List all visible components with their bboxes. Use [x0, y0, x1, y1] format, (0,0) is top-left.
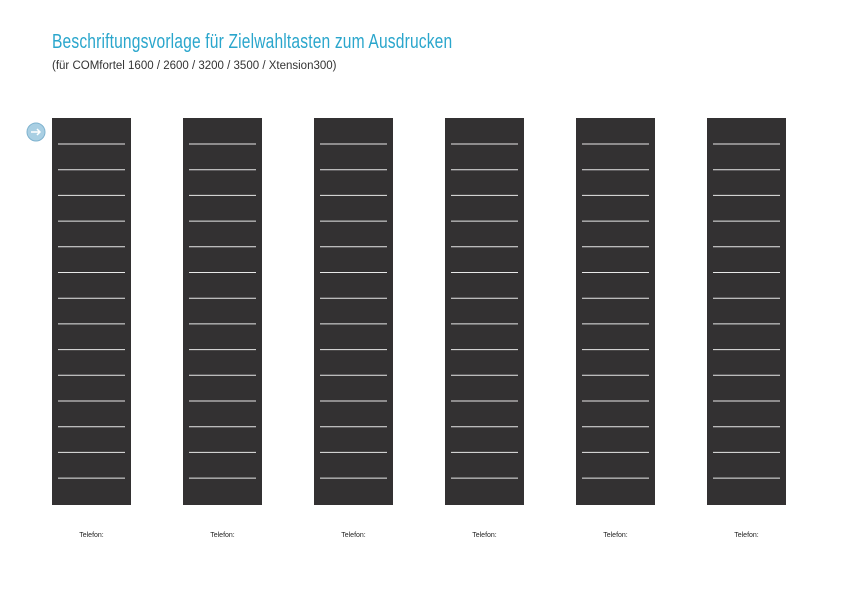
label-strip: Telefon: — [52, 118, 131, 539]
strip-label: Telefon: — [603, 532, 628, 539]
strip-label: Telefon: — [341, 532, 366, 539]
page-title: Beschriftungsvorlage für Zielwahltasten … — [52, 31, 453, 53]
strip-label: Telefon: — [734, 532, 759, 539]
strip-background — [707, 118, 786, 505]
label-strip: Telefon: — [576, 118, 655, 539]
label-strip: Telefon: — [445, 118, 524, 539]
page-subtitle: (für COMfortel 1600 / 2600 / 3200 / 3500… — [52, 60, 337, 72]
label-strip: Telefon: — [707, 118, 786, 539]
label-strip: Telefon: — [314, 118, 393, 539]
strip-background — [52, 118, 131, 505]
strip-background — [183, 118, 262, 505]
strip-label: Telefon: — [472, 532, 497, 539]
strip-background — [576, 118, 655, 505]
strip-label: Telefon: — [210, 532, 235, 539]
label-strip: Telefon: — [183, 118, 262, 539]
next-button[interactable] — [26, 122, 46, 142]
strip-background — [314, 118, 393, 505]
strip-label: Telefon: — [79, 532, 104, 539]
strip-background — [445, 118, 524, 505]
